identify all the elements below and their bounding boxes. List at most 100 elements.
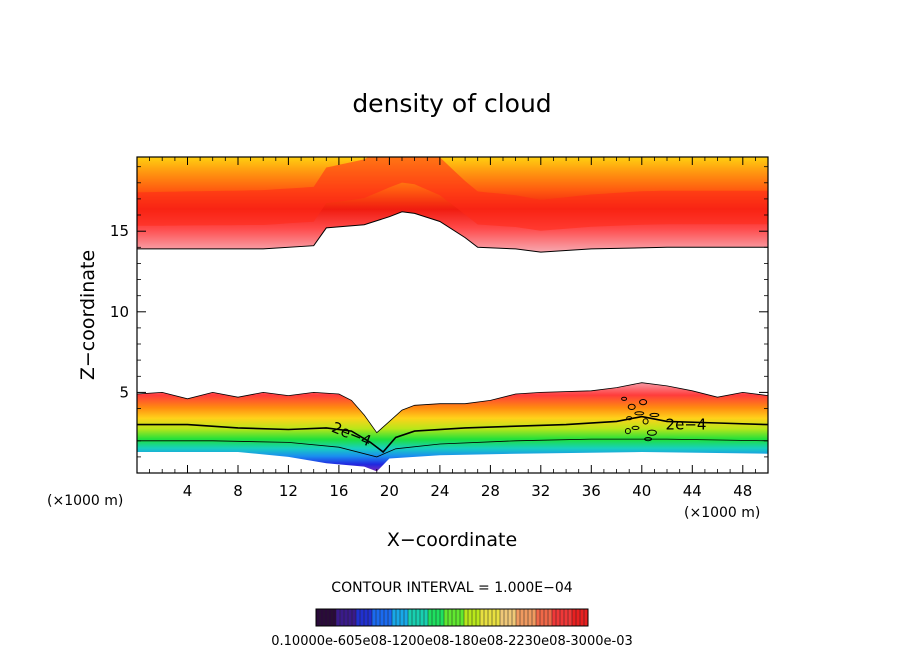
colorbar-frame [315, 608, 589, 627]
colorbar-swatch [368, 609, 373, 626]
x-tick-label: 4 [183, 482, 193, 500]
colorbar-swatch [328, 609, 333, 626]
y-tick-label: 15 [110, 222, 129, 240]
colorbar-swatch [472, 609, 477, 626]
colorbar-swatch [320, 609, 325, 626]
x-axis-ticks: 4 8 12 16 20 24 28 32 36 40 44 48 [149, 157, 756, 500]
lower-layer-inner-contour [137, 438, 768, 458]
colorbar-swatch [336, 609, 341, 626]
colorbar-swatch [392, 609, 397, 626]
colorbar-swatch [376, 609, 381, 626]
colorbar-swatch [408, 609, 413, 626]
colorbar-swatch [324, 609, 329, 626]
colorbar-swatch [548, 609, 553, 626]
colorbar-swatch [380, 609, 385, 626]
colorbar-swatch [580, 609, 585, 626]
colorbar-swatch [440, 609, 445, 626]
colorbar-swatch [384, 609, 389, 626]
colorbar-swatch [348, 609, 353, 626]
colorbar-swatch [400, 609, 405, 626]
contour-interval: CONTOUR INTERVAL = 1.000E−04 [331, 580, 572, 596]
colorbar-swatch [340, 609, 345, 626]
colorbar-swatch [372, 609, 377, 626]
colorbar-swatch [332, 609, 337, 626]
y-axis-title: Z−coordinate [77, 250, 99, 380]
colorbar-swatch [508, 609, 513, 626]
colorbar-swatch [512, 609, 517, 626]
speckle-contour [626, 416, 633, 421]
speckle-contour [646, 429, 657, 436]
colorbar-swatch [360, 609, 365, 626]
upper-cloud-core [137, 157, 768, 231]
colorbar-swatch [468, 609, 473, 626]
speckle-contour [634, 411, 645, 416]
chart-title: density of cloud [352, 89, 551, 118]
x-tick-label: 28 [481, 482, 500, 500]
colorbar-swatch [420, 609, 425, 626]
y-tick-label: 5 [119, 383, 129, 401]
colorbar-swatch [500, 609, 505, 626]
colorbar-swatch [556, 609, 561, 626]
colorbar-swatch [544, 609, 549, 626]
x-tick-label: 44 [683, 482, 702, 500]
colorbar-swatch [464, 609, 469, 626]
speckle-contour [644, 437, 653, 442]
lower-cloud-layer [137, 382, 768, 472]
speckle-contour [627, 403, 636, 410]
x-tick-label: 24 [430, 482, 449, 500]
colorbar-swatch [528, 609, 533, 626]
speckle-contour [624, 428, 631, 435]
speckle-contour [649, 412, 660, 418]
colorbar-swatch [356, 609, 361, 626]
speckle-contour [631, 425, 640, 430]
plot-area: 2e−42e−4 [137, 157, 768, 472]
lower-layer-outer-contour [137, 382, 768, 434]
contour-2e-4 [137, 415, 768, 454]
y-tick-label: 10 [110, 303, 129, 321]
colorbar-swatch [404, 609, 409, 626]
x-tick-label: 36 [582, 482, 601, 500]
colorbar-swatch [524, 609, 529, 626]
colorbar-swatch [456, 609, 461, 626]
colorbar-swatch [584, 609, 589, 626]
y-axis-ticks: 5 10 15 [110, 166, 768, 458]
x-unit-left: (×1000 m) [47, 493, 123, 509]
colorbar-swatch [460, 609, 465, 626]
colorbar-swatch [532, 609, 537, 626]
colorbar-swatch [480, 609, 485, 626]
colorbar-labels: 0.10000e-605e08-1200e08-180e08-2230e08-3… [271, 634, 632, 649]
colorbar-swatch [424, 609, 429, 626]
x-axis-title: X−coordinate [387, 529, 517, 551]
colorbar-swatch [576, 609, 581, 626]
colorbar-swatch [572, 609, 577, 626]
colorbar-swatch [540, 609, 545, 626]
x-tick-label: 12 [279, 482, 298, 500]
turbulence-speckle [621, 396, 660, 442]
colorbar-swatch [504, 609, 509, 626]
colorbar-swatch [568, 609, 573, 626]
colorbar-swatch [448, 609, 453, 626]
colorbar [315, 609, 589, 626]
colorbar-swatch [516, 609, 521, 626]
contour-label: 2e−4 [666, 416, 707, 434]
colorbar-swatch [552, 609, 557, 626]
speckle-contour [639, 399, 648, 406]
colorbar-swatch [560, 609, 565, 626]
x-tick-label: 20 [380, 482, 399, 500]
x-unit-right: (×1000 m) [684, 505, 760, 521]
colorbar-swatch [564, 609, 569, 626]
colorbar-swatch [492, 609, 497, 626]
colorbar-swatch [536, 609, 541, 626]
colorbar-swatch [388, 609, 393, 626]
colorbar-swatch [476, 609, 481, 626]
colorbar-swatch [364, 609, 369, 626]
colorbar-swatch [496, 609, 501, 626]
colorbar-swatch [452, 609, 457, 626]
colorbar-swatch [484, 609, 489, 626]
x-tick-label: 40 [632, 482, 651, 500]
colorbar-swatch [488, 609, 493, 626]
x-tick-label: 48 [733, 482, 752, 500]
x-tick-label: 32 [531, 482, 550, 500]
colorbar-swatch [316, 609, 321, 626]
